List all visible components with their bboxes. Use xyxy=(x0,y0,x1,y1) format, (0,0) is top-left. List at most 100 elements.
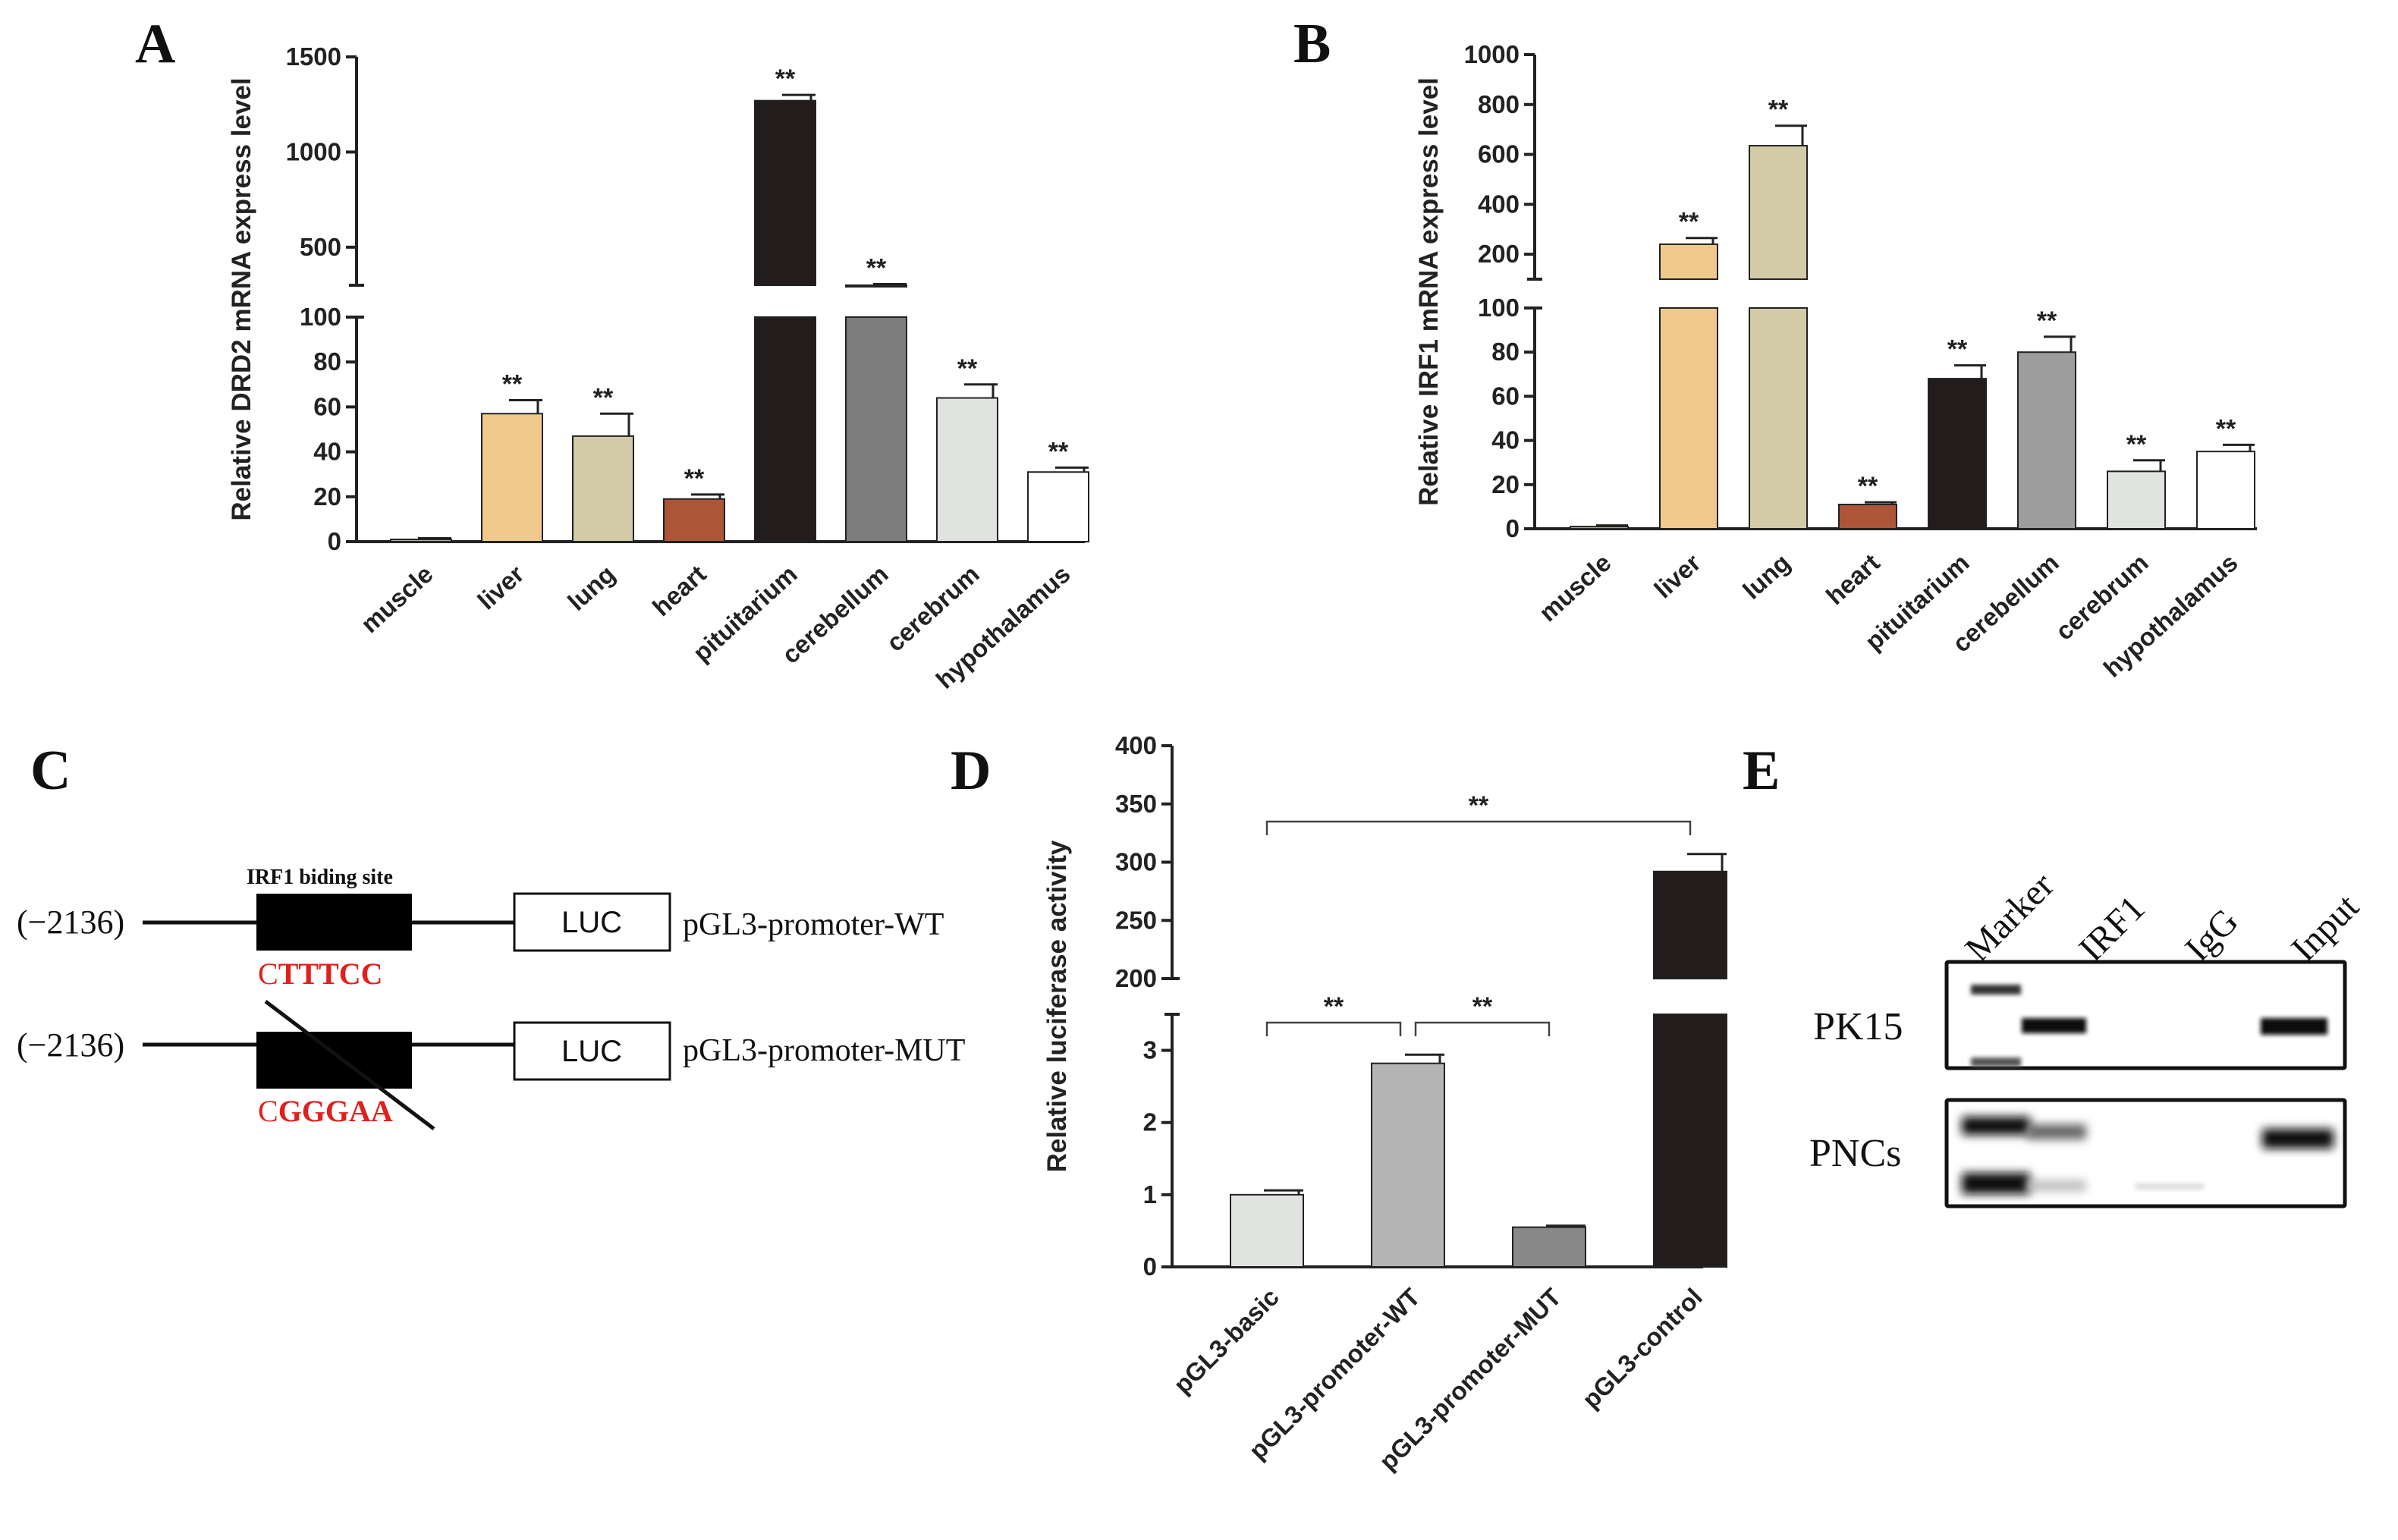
pk15-marker-band-lower xyxy=(1971,1058,2021,1067)
y-tick-label: 1000 xyxy=(286,137,341,165)
bar-upper-segment xyxy=(1653,870,1727,980)
comparison-bracket xyxy=(1414,1021,1551,1036)
y-tick-label: 300 xyxy=(1115,848,1157,876)
bar xyxy=(1027,471,1089,542)
y-tick-label: 1500 xyxy=(286,42,341,71)
row-label-pncs: PNCs xyxy=(1809,1132,1901,1175)
bar xyxy=(1230,1193,1304,1268)
gel-pk15 xyxy=(1944,960,2347,1070)
bar xyxy=(2017,351,2076,530)
bar xyxy=(936,397,998,542)
bar xyxy=(1371,1062,1445,1268)
gel-pncs xyxy=(1944,1098,2347,1208)
bar xyxy=(2107,470,2166,530)
significance-label: ** xyxy=(502,370,523,399)
significance-label: ** xyxy=(1947,335,1968,364)
mut-luc-box xyxy=(513,1021,671,1081)
wt-luc-box xyxy=(513,892,671,952)
significance-label: ** xyxy=(2126,430,2147,459)
bar xyxy=(845,316,907,542)
y-tick-label: 0 xyxy=(1506,514,1520,542)
category-label: liver xyxy=(1648,548,1705,604)
significance-label: ** xyxy=(593,383,614,412)
mut-construct: (−2136) LUC pGL3-promoter-MUT CGGGAA xyxy=(17,1000,965,1130)
significance-label: ** xyxy=(1858,472,1878,501)
significance-label: ** xyxy=(2216,414,2236,443)
mut-seq-prefix: C xyxy=(258,1094,278,1128)
lane-label-igg: IgG xyxy=(2177,901,2246,970)
irf1-binding-site-label: IRF1 biding site xyxy=(247,866,393,889)
bar xyxy=(1570,526,1629,530)
y-tick-label: 350 xyxy=(1115,790,1157,818)
pncs-igg-faint-band xyxy=(2136,1183,2204,1190)
wt-position-label: (−2136) xyxy=(17,904,124,941)
comparison-significance: ** xyxy=(1472,992,1493,1021)
category-label: muscle xyxy=(1533,548,1616,627)
bar xyxy=(1838,503,1897,530)
significance-label: ** xyxy=(775,64,796,93)
y-tick-label: 80 xyxy=(313,347,341,376)
comparison-significance: ** xyxy=(1324,992,1344,1021)
y-axis-label: Relative DRD2 mRNA express level xyxy=(227,77,256,520)
bar-upper-segment xyxy=(1749,145,1808,280)
panel-label-e: E xyxy=(1743,740,1780,802)
y-tick-label: 20 xyxy=(313,482,341,511)
pk15-irf1-band xyxy=(2022,1018,2086,1033)
y-tick-label: 3 xyxy=(1143,1036,1157,1064)
y-tick-label: 60 xyxy=(313,392,341,420)
mut-seq-motif: GGGAA xyxy=(278,1094,393,1128)
category-label: lung xyxy=(562,560,621,616)
category-label: lung xyxy=(1737,548,1796,605)
significance-label: ** xyxy=(2037,306,2057,335)
bar xyxy=(1928,378,1987,530)
pncs-input-band xyxy=(2262,1129,2334,1149)
chip-gel-panel: Marker IRF1 IgG Input PK15 PNCs xyxy=(1809,865,2367,1208)
category-label: liver xyxy=(472,560,529,615)
y-tick-label: 60 xyxy=(1491,382,1520,410)
pncs-marker-band-upper xyxy=(1962,1117,2030,1135)
bar xyxy=(663,498,725,543)
pk15-marker-band-upper xyxy=(1971,985,2021,995)
y-tick-label: 200 xyxy=(1478,240,1520,268)
panel-label-b: B xyxy=(1293,13,1331,75)
bar-upper-segment xyxy=(1659,243,1718,281)
y-tick-label: 200 xyxy=(1115,964,1157,992)
bar xyxy=(390,539,452,543)
drd2-expression-chart: 0 20 40 60 80 100 500 1000 1500 Relative DRD2 mRN… xyxy=(227,42,1089,694)
irf1-expression-chart: 0 20 40 60 80 100 200 400 600 800 1000 Relative IRF… xyxy=(1414,40,2257,683)
y-tick-label: 250 xyxy=(1115,906,1157,934)
significance-label: ** xyxy=(957,354,978,383)
bar-upper-segment xyxy=(845,284,907,288)
wt-construct: (−2136) LUC pGL3-promoter-WT CTTTCC xyxy=(17,892,944,991)
wt-seq-motif: TTTCC xyxy=(278,957,383,991)
bar xyxy=(572,435,634,542)
bar xyxy=(481,413,543,543)
lane-label-marker: Marker xyxy=(1957,865,2061,969)
pncs-irf1-band xyxy=(2027,1124,2086,1139)
y-tick-label: 100 xyxy=(300,303,341,331)
wt-sequence: CTTTCC xyxy=(258,957,383,991)
wt-luc-label: LUC xyxy=(561,906,622,939)
gel-pk15-frame xyxy=(1944,960,2347,1070)
y-tick-label: 40 xyxy=(313,438,341,466)
y-tick-label: 400 xyxy=(1478,190,1520,218)
y-tick-label: 600 xyxy=(1478,140,1520,168)
promoter-construct-schematic: IRF1 biding site (−2136) LUC pGL3-promot… xyxy=(17,866,965,1130)
panel-label-d: D xyxy=(951,740,991,802)
bar xyxy=(1653,1014,1727,1268)
row-label-pk15: PK15 xyxy=(1813,1005,1903,1048)
wt-seq-prefix: C xyxy=(258,957,278,991)
mut-construct-name: pGL3-promoter-MUT xyxy=(683,1033,965,1068)
y-tick-label: 0 xyxy=(1143,1252,1157,1281)
y-tick-label: 800 xyxy=(1478,90,1520,118)
bar xyxy=(1659,307,1718,530)
pncs-marker-band-lower xyxy=(1962,1173,2030,1194)
category-label: pGL3-control xyxy=(1576,1283,1708,1414)
wt-binding-site-box xyxy=(256,894,412,951)
y-tick-label: 80 xyxy=(1491,338,1520,366)
y-tick-label: 1 xyxy=(1143,1180,1157,1208)
comparison-bracket xyxy=(1265,820,1692,835)
significance-label: ** xyxy=(684,464,705,493)
significance-label: ** xyxy=(866,253,887,282)
significance-label: ** xyxy=(1679,208,1699,237)
